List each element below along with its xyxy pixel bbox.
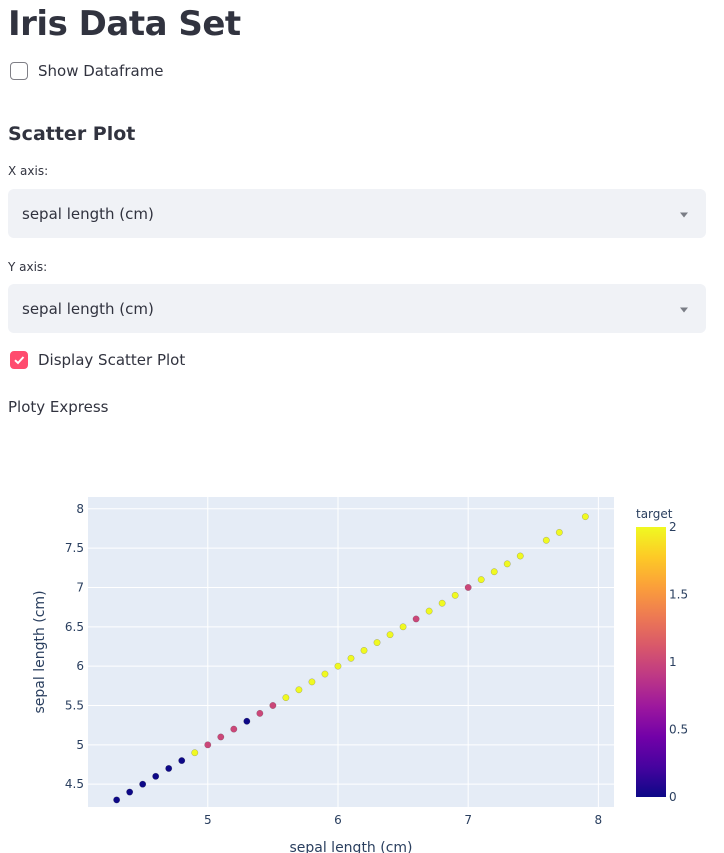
x-axis-title: sepal length (cm) [289,840,412,853]
data-point [178,757,186,765]
data-point [451,591,459,599]
data-point [503,560,511,568]
data-point [490,568,498,576]
y-axis-title: sepal length (cm) [32,590,48,713]
data-point [243,717,251,725]
x-tick-label: 8 [595,813,603,827]
data-point [542,536,550,544]
data-point [373,639,381,647]
data-point [295,686,303,694]
data-point [217,733,225,741]
data-point [399,623,407,631]
x-axis-label: X axis: [8,164,49,178]
y-tick-label: 6 [76,659,84,673]
y-tick-label: 8 [76,502,84,516]
y-tick-label: 7 [76,580,84,594]
colorbar [636,527,666,797]
x-axis-select-value: sepal length (cm) [22,204,154,223]
colorbar-tick-label: 1 [669,655,677,669]
plot-background [88,497,614,807]
data-point [360,646,368,654]
display-scatter-label: Display Scatter Plot [38,351,186,369]
data-point [334,662,342,670]
y-axis-select-value: sepal length (cm) [22,299,154,318]
colorbar-title: target [636,507,673,521]
data-point [165,764,173,772]
data-point [464,584,472,591]
checkbox-icon[interactable] [10,351,28,369]
plot-caption: Ploty Express [8,398,109,416]
colorbar-tick-label: 2 [669,520,677,534]
x-tick-label: 6 [334,813,342,827]
colorbar-tick-label: 0.5 [669,723,688,737]
data-point [425,607,433,615]
data-point [269,702,277,709]
data-point [230,725,238,733]
scatter-chart[interactable]: 4.5 5 5.5 6 6.5 7 7.5 8 5 6 7 8 sepal length (cm) sep… [0,470,724,853]
colorbar-tick-label: 1.5 [669,588,688,602]
show-dataframe-label: Show Dataframe [38,62,164,80]
data-point [412,615,420,623]
show-dataframe-checkbox[interactable]: Show Dataframe [10,62,164,80]
y-axis-label: Y axis: [8,260,48,274]
x-tick-label: 5 [204,813,212,827]
chevron-down-icon [680,307,688,312]
checkbox-icon[interactable] [10,62,28,80]
y-axis-select[interactable]: sepal length (cm) [8,284,706,333]
y-tick-label: 6.5 [65,620,84,634]
y-tick-label: 5 [76,738,84,752]
data-point [191,749,199,757]
colorbar-tick-label: 0 [669,790,677,804]
data-point [516,552,524,560]
data-point [555,528,563,536]
x-tick-label: 7 [464,813,472,827]
data-point [347,654,355,662]
data-point [126,788,134,796]
data-point [152,772,160,780]
data-point [438,599,446,607]
y-tick-label: 4.5 [65,777,84,791]
data-point [139,780,147,788]
data-point [321,670,329,678]
data-point [282,694,290,702]
data-point [113,796,121,804]
data-point [477,576,485,584]
x-axis-select[interactable]: sepal length (cm) [8,189,706,238]
data-point [256,709,264,717]
data-point [581,513,589,521]
data-point [204,741,212,749]
chevron-down-icon [680,212,688,217]
page-title: Iris Data Set [8,4,241,44]
section-title-scatter: Scatter Plot [8,123,136,145]
data-point [386,631,394,639]
display-scatter-checkbox[interactable]: Display Scatter Plot [10,351,185,369]
y-tick-label: 7.5 [65,541,84,555]
data-point [308,678,316,686]
y-tick-label: 5.5 [65,699,84,713]
